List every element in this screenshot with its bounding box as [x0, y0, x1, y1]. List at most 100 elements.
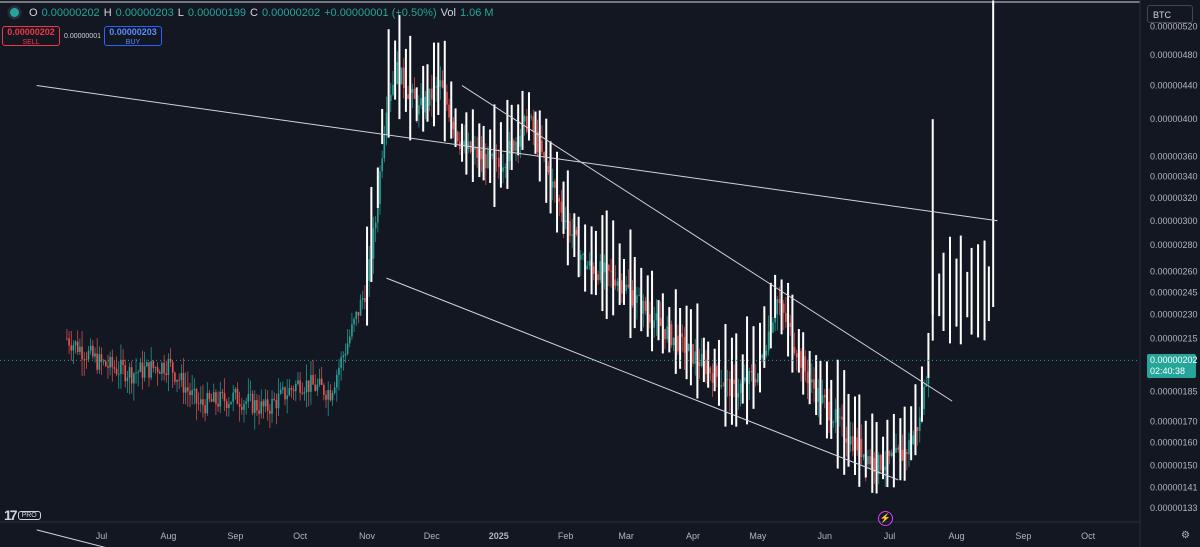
- price-axis[interactable]: 0.00000520 0.00000480 0.00000440 0.00000400…: [1150, 22, 1198, 513]
- candle-body: [96, 353, 98, 370]
- volume-profile-bar: [556, 151, 559, 233]
- candle-body: [916, 427, 919, 432]
- time-axis[interactable]: Jul Aug Sep Oct Nov Dec 2025 Feb Mar Apr May Jun Jul…: [96, 531, 1096, 541]
- candle-body: [260, 401, 263, 414]
- symbol-icon[interactable]: [8, 6, 21, 19]
- candle-body: [694, 351, 697, 364]
- candle-body: [748, 371, 751, 384]
- sell-button[interactable]: 0.00000202 SELL: [2, 26, 60, 46]
- volume-profile-bar: [746, 316, 749, 425]
- candle-body: [290, 388, 293, 390]
- x-tick-label: 2025: [489, 531, 509, 541]
- candle-body: [277, 393, 280, 409]
- gear-icon[interactable]: ⚙: [1181, 530, 1190, 541]
- y-tick-label: 0.00000215: [1150, 333, 1198, 343]
- candle-body: [236, 388, 239, 404]
- volume-profile-bar: [864, 420, 867, 478]
- candle-body: [294, 383, 297, 392]
- candle-body: [307, 380, 310, 392]
- candle-body: [275, 399, 278, 409]
- volume-profile-bar: [987, 266, 990, 322]
- currency-selector[interactable]: BTC: [1147, 5, 1193, 23]
- volume-profile-bar: [562, 181, 565, 234]
- candle-body: [262, 401, 265, 407]
- candle-body: [266, 399, 269, 411]
- candle-body: [381, 158, 383, 172]
- candle-body: [716, 365, 718, 377]
- candle-body: [908, 440, 910, 455]
- candle-body: [210, 399, 213, 402]
- candle-body: [325, 394, 327, 400]
- candle-body: [508, 141, 511, 162]
- candle-body: [150, 361, 152, 378]
- candle-body: [767, 331, 770, 351]
- candle-body: [761, 354, 763, 358]
- candle-body: [318, 378, 321, 385]
- candle-body: [89, 345, 92, 351]
- volume-profile-bar: [651, 270, 654, 352]
- volume-profile-bar: [752, 326, 755, 409]
- volume-profile-bar: [685, 305, 688, 380]
- volume-profile-bar: [836, 359, 839, 469]
- candle-body: [687, 344, 690, 351]
- candle-body: [692, 344, 694, 364]
- volume-profile-bar: [404, 48, 407, 112]
- candle-body: [502, 167, 504, 172]
- volume-profile-bar: [920, 366, 923, 422]
- volume-profile-spike: [931, 119, 934, 315]
- candle-body: [452, 121, 455, 130]
- tradingview-logo[interactable]: 17 PRO: [4, 507, 41, 523]
- candle-body: [163, 362, 165, 374]
- candle-body: [351, 324, 353, 337]
- buy-button[interactable]: 0.00000203 BUY: [104, 26, 162, 46]
- volume-profile-bar: [409, 35, 412, 141]
- volume-profile-bar: [858, 394, 861, 487]
- x-tick-label: Jun: [818, 531, 833, 541]
- candle-body: [754, 379, 757, 383]
- candle-body: [273, 398, 276, 400]
- candle-body: [828, 401, 830, 421]
- candle-body: [817, 388, 820, 402]
- volume-profile-bar: [843, 370, 846, 475]
- volume-profile-bar: [577, 216, 580, 278]
- candle-body: [627, 284, 630, 288]
- volume-profile-bar: [657, 300, 660, 341]
- trend-lines[interactable]: [36, 85, 998, 547]
- volume-profile-bar: [527, 92, 530, 141]
- candle-body: [353, 319, 355, 325]
- volume-profile-bar: [381, 108, 384, 145]
- candle-body: [616, 281, 619, 286]
- x-tick-label: Sep: [1015, 531, 1031, 541]
- candle-body: [737, 393, 740, 398]
- candle-body: [513, 140, 515, 151]
- candle-body: [113, 367, 116, 369]
- volume-profile-bar: [376, 167, 379, 208]
- candle-body: [856, 437, 858, 451]
- volume-profile-bar: [769, 282, 772, 349]
- candle-body: [158, 372, 161, 374]
- volume-profile-bar: [689, 309, 692, 386]
- x-tick-label: Mar: [618, 531, 634, 541]
- candle-body: [81, 346, 83, 360]
- candle-body: [297, 380, 299, 384]
- volume-profile-bar: [618, 243, 621, 305]
- y-tick-label: 0.00000520: [1150, 22, 1198, 32]
- candle-body: [774, 314, 776, 323]
- candle-body: [156, 367, 159, 373]
- candle-body: [258, 410, 260, 414]
- sell-price: 0.00000202: [7, 27, 55, 37]
- volume-profile-bar: [735, 333, 738, 427]
- candle-body: [456, 131, 459, 142]
- flash-icon[interactable]: ⚡: [878, 511, 893, 526]
- candle-body: [372, 228, 375, 259]
- volume-profile-bar: [605, 210, 608, 320]
- candle-body: [785, 312, 787, 323]
- candle-body: [98, 354, 101, 370]
- candle-body: [377, 204, 379, 223]
- candle-body: [638, 294, 640, 296]
- volume-profile-bar: [830, 379, 833, 439]
- candle-body: [389, 94, 392, 101]
- candle-body: [72, 345, 75, 351]
- volume-profile-bar: [707, 341, 710, 388]
